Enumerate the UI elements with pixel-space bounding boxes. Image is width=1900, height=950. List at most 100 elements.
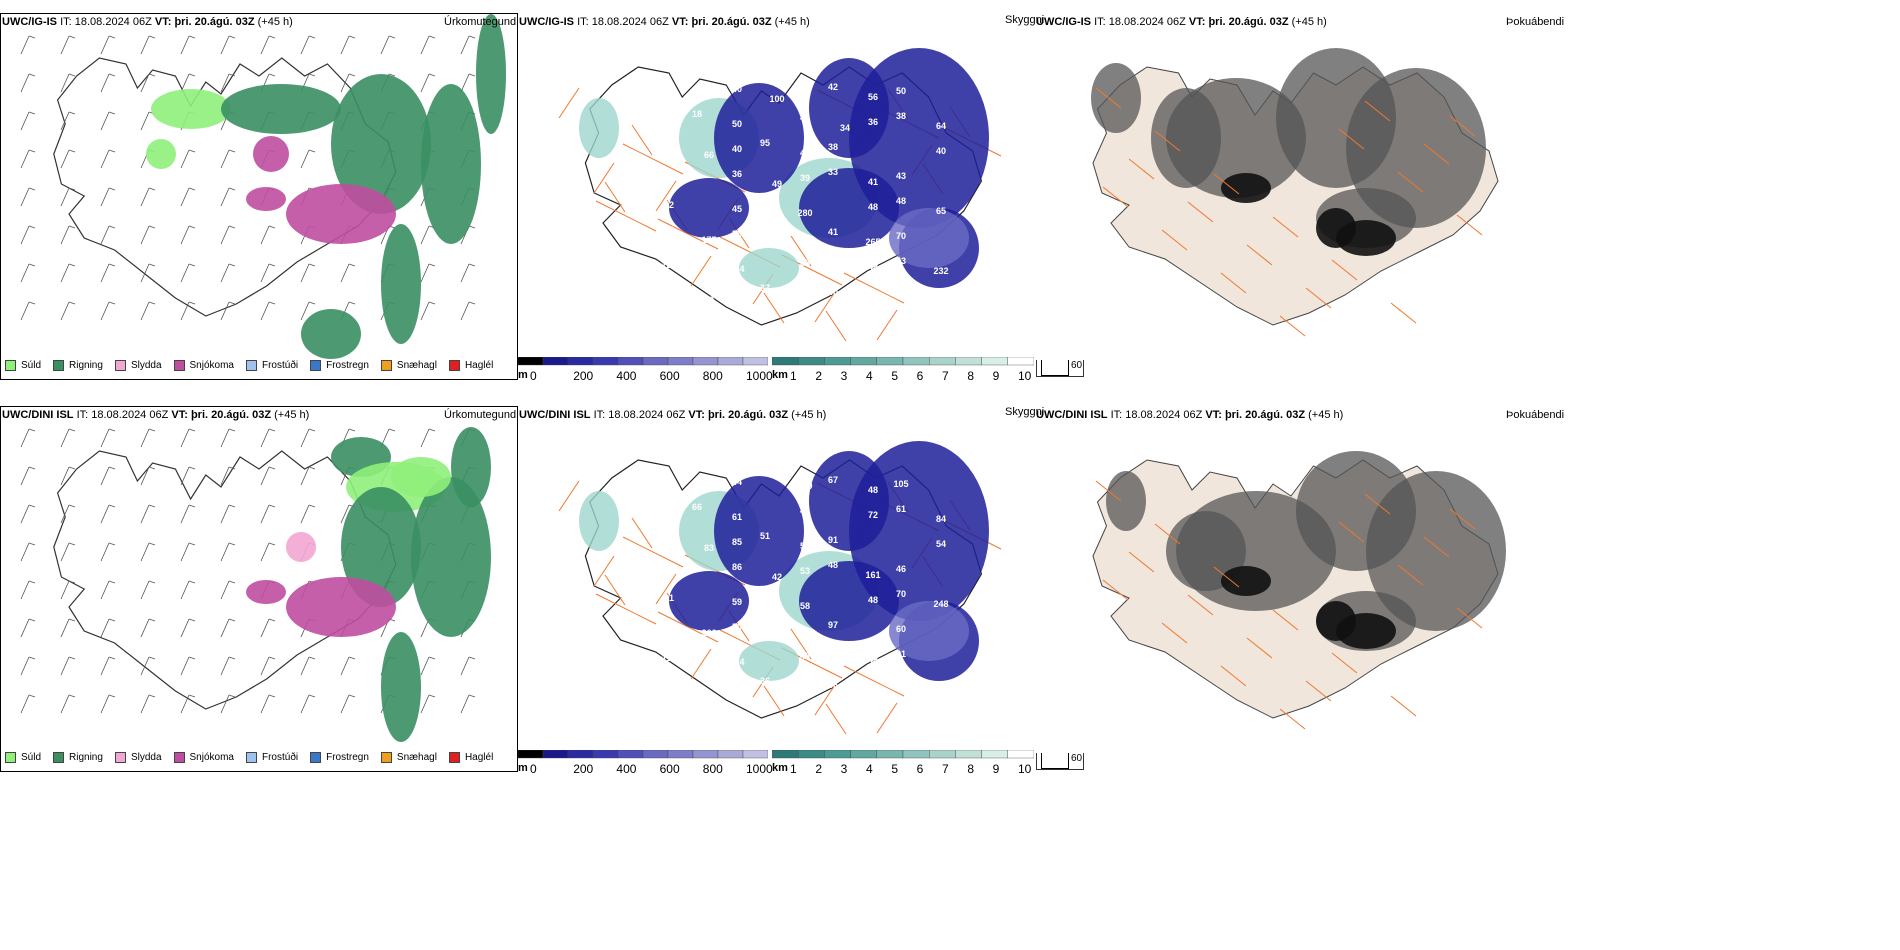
legend-item: Haglél xyxy=(448,752,493,763)
legend-item: Snjókoma xyxy=(173,360,234,371)
ceiling-value-label: 83 xyxy=(664,678,674,688)
ceiling-value-label: 45 xyxy=(800,113,810,123)
colorbar-tick-label: 0 xyxy=(530,762,537,776)
ceiling-value-label: 50 xyxy=(896,86,906,96)
legend-swatch xyxy=(245,360,257,371)
legend-swatch xyxy=(53,752,65,763)
ceiling-value-label: 60 xyxy=(664,90,674,100)
ceiling-value-label: 64 xyxy=(936,121,946,131)
ceiling-value-label: 49 xyxy=(772,179,782,189)
colorbar-tick-label: 200 xyxy=(573,369,594,383)
precip-type-panel-ig-is: Súld Rigning Slydda Snjókoma Frostúði Frostre… xyxy=(0,13,518,380)
colorbar-tick-label: 400 xyxy=(616,762,637,776)
panel-header: UWC/IG-IS IT: 18.08.2024 06Z VT: þri. 20… xyxy=(519,16,810,28)
ceiling-value-label: 91 xyxy=(624,80,634,90)
ceiling-value-label: 43 xyxy=(896,256,906,266)
ceiling-value-label: 50 xyxy=(732,119,742,129)
legend-swatch xyxy=(114,752,126,763)
ceiling-colorbar: m 0 200 400 600 800 1000 xyxy=(518,750,773,776)
legend-label: Frostregn xyxy=(326,360,369,371)
ceiling-value-label: 34 xyxy=(840,123,850,133)
legend-swatch xyxy=(5,360,16,371)
colorbar-tick-label: 0 xyxy=(530,369,537,383)
ceiling-value-label: 48 xyxy=(868,595,878,605)
colorbar-gradient xyxy=(518,357,768,366)
fog-label-low: 60 xyxy=(1071,360,1083,371)
ceiling-value-label: 43 xyxy=(800,626,810,636)
ceiling-value-label: 54 xyxy=(936,684,946,694)
ceiling-value-label: 161 xyxy=(865,570,880,580)
ceiling-value-label: 280 xyxy=(797,208,812,218)
precip-type-map xyxy=(20,14,506,359)
visibility-map: 93 66 51 48 70 60 41 36 67 61 85 86 57 97 61 83 44 43 91 46… xyxy=(558,441,1002,735)
ceiling-value-label: 53 xyxy=(664,175,674,185)
panel-header: UWC/IG-IS IT: 18.08.2024 06Z VT: þri. 20… xyxy=(2,16,293,28)
ceiling-value-label: 43 xyxy=(692,254,702,264)
fog-map xyxy=(1092,451,1506,730)
colorbar-tick-label: 8 xyxy=(967,369,975,383)
ceiling-value-label: 91 xyxy=(664,285,674,295)
ceiling-value-label: 86 xyxy=(828,680,838,690)
ceiling-value-label: 265 xyxy=(865,237,880,247)
ceiling-value-label: 48 xyxy=(868,262,878,272)
ceiling-value-label: 123 xyxy=(661,260,676,270)
legend-label: Frostregn xyxy=(326,752,369,763)
legend-item: Slydda xyxy=(114,752,162,763)
ceiling-value-label: 60 xyxy=(704,295,714,305)
ceiling-value-label: 40 xyxy=(828,287,838,297)
colorbar-tick-label: 4 xyxy=(866,369,873,383)
legend-label: Rigning xyxy=(69,752,103,763)
ceiling-value-label: 105 xyxy=(893,479,908,489)
ceiling-value-label: 41 xyxy=(868,177,878,187)
colorbar-tick-label: 6 xyxy=(916,369,924,383)
legend-item: Frostregn xyxy=(310,360,369,371)
visibility-colorbar: km 1 2 3 4 5 6 7 8 9 10 xyxy=(772,357,1034,383)
ceiling-value-label: 83 xyxy=(704,543,714,553)
ceiling-value-label: 51 xyxy=(760,531,770,541)
ceiling-value-label: 70 xyxy=(896,231,906,241)
ceiling-value-label: 48 xyxy=(896,196,906,206)
visibility-map: 91 18 95 33 48 44 43 37 42 38 46 36 47 41 43 91 40 45 38 43… xyxy=(558,48,1002,342)
ceiling-value-label: 58 xyxy=(800,601,810,611)
legend-swatch xyxy=(53,360,65,371)
ceiling-value-label: 43 xyxy=(896,171,906,181)
ceiling-value-label: 61 xyxy=(732,512,742,522)
colorbar-tick-label: 800 xyxy=(702,369,723,383)
legend-label: Snjókoma xyxy=(189,752,234,763)
legend-swatch xyxy=(173,752,185,763)
colorbar-gradient xyxy=(772,357,1034,366)
colorbar-tick-label: 9 xyxy=(992,762,1000,776)
ceiling-value-label: 54 xyxy=(936,539,946,549)
ceiling-value-label: 48 xyxy=(868,485,878,495)
ceiling-value-label: 61 xyxy=(896,504,906,514)
legend-label: Súld xyxy=(21,752,42,763)
ceiling-value-label: 66 xyxy=(692,502,702,512)
ceiling-value-label: 69 xyxy=(732,289,742,299)
colorbar-unit: m xyxy=(518,369,528,381)
colorbar-tick-label: 600 xyxy=(659,369,680,383)
panel-name: Skyggni xyxy=(1005,14,1045,26)
precip-type-legend: Súld Rigning Slydda Snjókoma Frostúði Frostre… xyxy=(5,752,505,763)
ceiling-value-label: 18 xyxy=(692,109,702,119)
ceiling-value-label: 85 xyxy=(664,533,674,543)
colorbar-tick-label: 10 xyxy=(1018,762,1032,776)
fog-panel-ig-is xyxy=(1036,28,1556,360)
precip-type-legend: Súld Rigning Slydda Snjókoma Frostúði Frostre… xyxy=(5,360,505,371)
ceiling-value-label: 38 xyxy=(800,258,810,268)
ceiling-value-label: 175 xyxy=(701,235,716,245)
ceiling-value-label: 38 xyxy=(828,142,838,152)
ceiling-colorbar: m 0 200 400 600 800 1000 xyxy=(518,357,773,383)
ceiling-value-label: 232 xyxy=(933,266,948,276)
ceiling-value-label: 59 xyxy=(732,597,742,607)
ceiling-value-label: 57 xyxy=(936,291,946,301)
model-name: UWC/IG-IS xyxy=(2,16,57,28)
fog-swatch-low xyxy=(1041,359,1069,376)
ceiling-value-label: 40 xyxy=(732,144,742,154)
legend-item: Frostregn xyxy=(310,752,369,763)
ceiling-value-label: 67 xyxy=(828,475,838,485)
ceiling-value-label: 53 xyxy=(800,566,810,576)
colorbar-tick-label: 400 xyxy=(616,369,637,383)
colorbar-tick-label: 9 xyxy=(992,369,1000,383)
colorbar-tick-label: 5 xyxy=(891,762,899,776)
legend-item: Súld xyxy=(5,752,41,763)
